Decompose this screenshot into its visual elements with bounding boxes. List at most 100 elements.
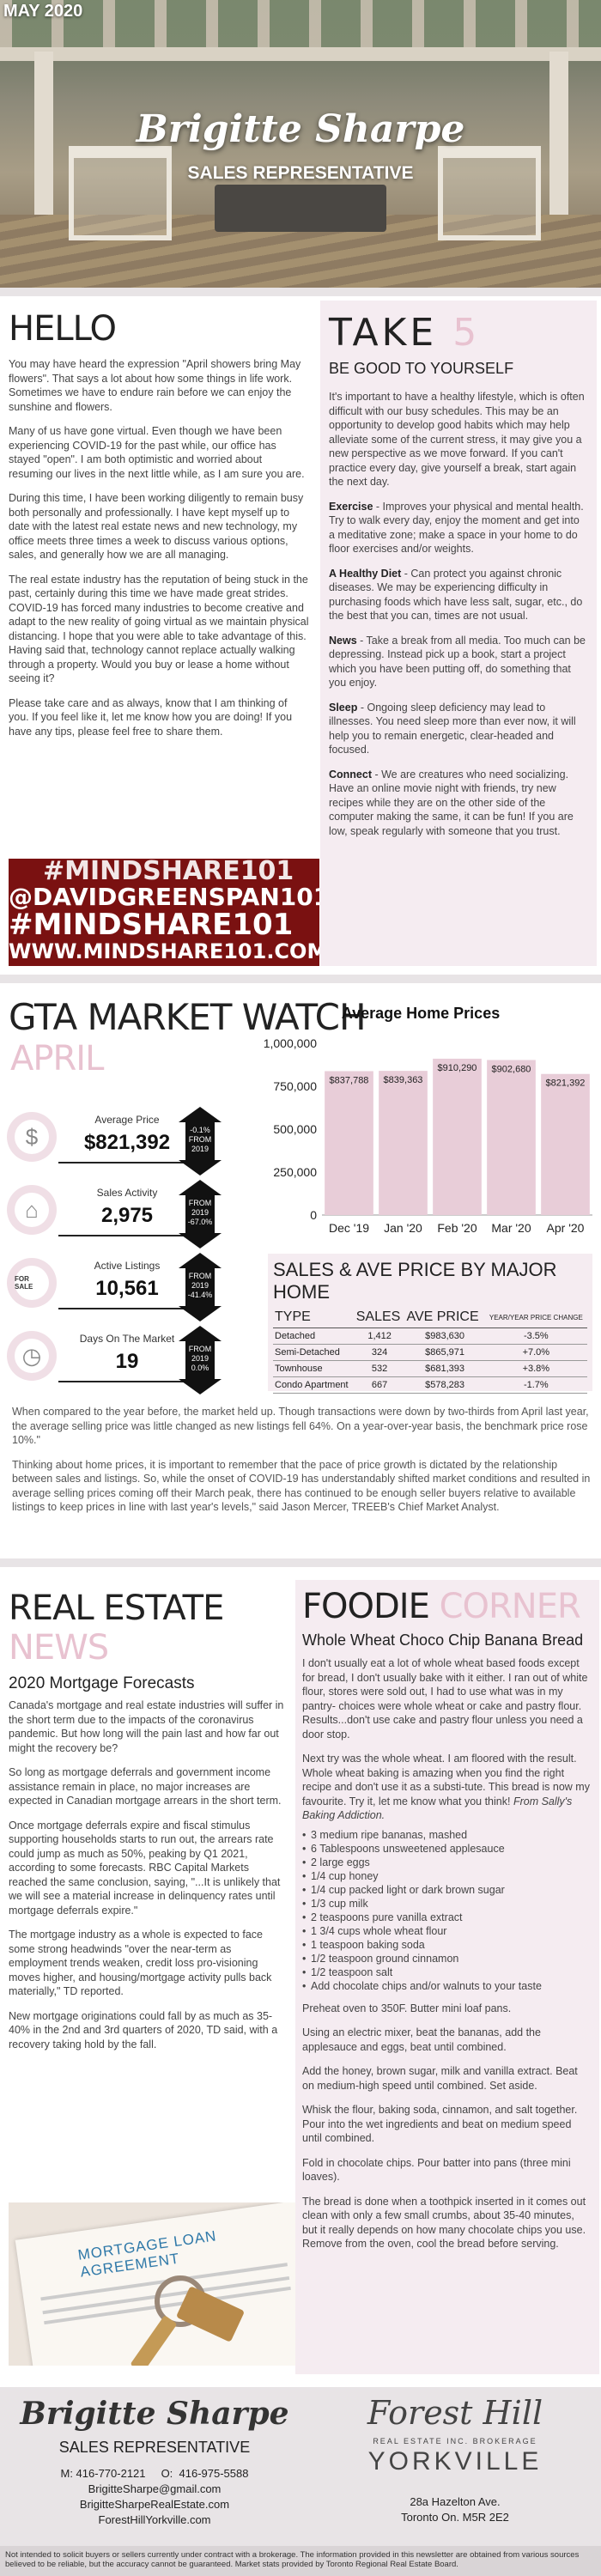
arrow-up-icon bbox=[179, 1253, 222, 1268]
pergola-beam bbox=[0, 47, 601, 61]
ingredient-item: 6 Tablespoons unsweetened applesauce bbox=[302, 1842, 591, 1856]
stat-underline bbox=[58, 1308, 187, 1309]
take5-item: A Healthy Diet - Can protect you against… bbox=[329, 567, 588, 623]
table-cell: -3.5% bbox=[484, 1327, 587, 1345]
ingredient-item: 1/3 cup milk bbox=[302, 1897, 591, 1911]
table-cell: $681,393 bbox=[404, 1360, 485, 1377]
stat-change-box: FROM 2019 0.0% bbox=[185, 1340, 215, 1381]
footer-website-link[interactable]: ForestHillYorkville.com bbox=[98, 2513, 211, 2526]
take5-item-head: Connect bbox=[329, 768, 372, 781]
hello-paragraph: The real estate industry has the reputat… bbox=[9, 573, 309, 685]
take5-item: Connect - We are creatures who need soci… bbox=[329, 768, 588, 839]
stat-change-arrow: FROM 2019 -41.4% bbox=[179, 1253, 222, 1321]
brokerage-address: 28a Hazelton Ave. Toronto On. M5R 2E2 bbox=[326, 2494, 584, 2525]
real-estate-news-section: REAL ESTATE NEWS 2020 Mortgage Forecasts… bbox=[9, 1589, 290, 2051]
table-cell: $578,283 bbox=[404, 1376, 485, 1394]
arrow-up-icon bbox=[179, 1180, 222, 1195]
stat-from: FROM bbox=[188, 1272, 212, 1280]
stat-change: 0.0% bbox=[191, 1364, 209, 1372]
ingredient-item: 2 teaspoons pure vanilla extract bbox=[302, 1911, 591, 1924]
table-cell: $983,630 bbox=[404, 1327, 485, 1345]
table-row: Detached 1,412 $983,630 -3.5% bbox=[273, 1327, 587, 1345]
take5-item: News - Take a break from all media. Too … bbox=[329, 634, 588, 690]
recipe-intro: I don't usually eat a lot of whole wheat… bbox=[302, 1657, 588, 1741]
table-header: TYPE bbox=[273, 1307, 355, 1328]
stat-value: 2,975 bbox=[100, 1204, 154, 1227]
take5-item: Sleep - Ongoing sleep deficiency may lea… bbox=[329, 701, 588, 757]
table-cell: 1,412 bbox=[354, 1327, 405, 1345]
table-cell: Detached bbox=[273, 1327, 355, 1345]
news-title-accent: NEWS bbox=[9, 1628, 109, 1668]
footer-contact: M: 416-770-2121 O: 416-975-5588 Brigitte… bbox=[0, 2466, 309, 2528]
table-cell: +7.0% bbox=[484, 1344, 587, 1361]
stat-year: 2019 bbox=[191, 1281, 209, 1290]
dollar-icon: $ bbox=[15, 1120, 49, 1154]
arrow-up-icon bbox=[179, 1326, 222, 1341]
x-tick-label: Feb '20 bbox=[437, 1221, 477, 1235]
x-tick-label: Mar '20 bbox=[491, 1221, 531, 1235]
stat-label: Active Listings bbox=[94, 1260, 161, 1272]
brokerage-logo: Forest Hill bbox=[367, 2394, 543, 2432]
ingredient-item: 3 medium ripe bananas, mashed bbox=[302, 1828, 591, 1842]
recipe-intro-text: Next try was the whole wheat. I am floor… bbox=[302, 1753, 590, 1807]
news-paragraph: So long as mortgage deferrals and govern… bbox=[9, 1766, 282, 1807]
take5-item-head: A Healthy Diet bbox=[329, 567, 402, 580]
sales-by-home-type-table: SALES & AVE PRICE BY MAJOR HOME TYPE SAL… bbox=[268, 1254, 592, 1394]
take5-section: TAKE 5 BE GOOD TO YOURSELF It's importan… bbox=[320, 301, 597, 966]
stat-icon-circle: ⌂ bbox=[7, 1185, 57, 1235]
stat-value: 19 bbox=[115, 1350, 139, 1373]
table-header: AVE PRICE bbox=[404, 1307, 485, 1328]
stat-change-arrow: FROM 2019 0.0% bbox=[179, 1326, 222, 1394]
stat-year: 2019 bbox=[191, 1354, 209, 1363]
stat-label: Days On The Market bbox=[79, 1333, 175, 1345]
table-header-row: TYPE SALES AVE PRICE YEAR/YEAR PRICE CHA… bbox=[273, 1307, 587, 1328]
address-line: 28a Hazelton Ave. bbox=[410, 2495, 501, 2508]
arrow-down-icon bbox=[179, 1306, 222, 1321]
take5-intro: It's important to have a healthy lifesty… bbox=[329, 391, 585, 488]
stat-underline bbox=[58, 1162, 187, 1163]
for-sale-sign-icon: FOR SALE bbox=[15, 1266, 49, 1300]
ingredient-item: 1/2 teaspoon ground cinnamon bbox=[302, 1952, 591, 1965]
table-cell: -1.7% bbox=[484, 1376, 587, 1394]
bar-value-label: $839,363 bbox=[384, 1075, 423, 1085]
bar bbox=[541, 1073, 590, 1215]
hello-paragraph: During this time, I have been working di… bbox=[9, 492, 304, 561]
take5-item-text: - Ongoing sleep deficiency may lead to i… bbox=[329, 701, 576, 756]
chair-graphic bbox=[438, 146, 541, 240]
take5-item-text: - Improves your physical and mental heal… bbox=[329, 500, 584, 556]
stat-change: -41.4% bbox=[187, 1291, 213, 1299]
ingredient-item: 1/4 cup packed light or dark brown sugar bbox=[302, 1883, 591, 1897]
hello-paragraph: You may have heard the expression "April… bbox=[9, 358, 301, 413]
divider bbox=[0, 288, 601, 296]
foodie-title-accent: CORNER bbox=[439, 1587, 581, 1626]
x-tick-label: Dec '19 bbox=[329, 1221, 369, 1235]
news-paragraph: New mortgage originations could fall by … bbox=[9, 2009, 278, 2050]
market-commentary: When compared to the year before, the ma… bbox=[12, 1405, 596, 1515]
hello-title: HELLO bbox=[9, 309, 117, 349]
brokerage-logo-subtitle: REAL ESTATE INC. BROKERAGE bbox=[373, 2437, 537, 2445]
hero-photo: MAY 2020 Brigitte Sharpe SALES REPRESENT… bbox=[0, 0, 601, 288]
table-header: SALES bbox=[354, 1307, 405, 1328]
stat-underline bbox=[58, 1381, 187, 1382]
commentary-paragraph: Thinking about home prices, it is import… bbox=[12, 1458, 591, 1514]
footer-email[interactable]: BrigitteSharpe@gmail.com bbox=[88, 2482, 222, 2495]
mindshare-banner: #MINDSHARE101 @DAVIDGREENSPAN101 #MINDSH… bbox=[9, 859, 319, 966]
ingredient-item: 1/4 cup honey bbox=[302, 1869, 591, 1883]
take5-item: Exercise - Improves your physical and me… bbox=[329, 500, 588, 556]
gta-month: APRIL bbox=[10, 1039, 104, 1078]
arrow-down-icon bbox=[179, 1379, 222, 1394]
banner-line: @DAVIDGREENSPAN101 bbox=[9, 883, 319, 911]
agent-role: SALES REPRESENTATIVE bbox=[187, 163, 414, 183]
stat-year: 2019 bbox=[191, 1145, 209, 1153]
table-title: SALES & AVE PRICE BY MAJOR HOME bbox=[273, 1259, 557, 1303]
pergola-post bbox=[34, 52, 53, 223]
footer-website-link[interactable]: BrigitteSharpeRealEstate.com bbox=[79, 2498, 230, 2511]
take5-item-head: Exercise bbox=[329, 500, 373, 513]
bar-value-label: $837,788 bbox=[330, 1075, 369, 1085]
foodie-title: FOODIE CORNER bbox=[302, 1587, 591, 1626]
ingredient-item: 1/2 teaspoon salt bbox=[302, 1965, 591, 1979]
divider bbox=[0, 1558, 601, 1567]
news-subtitle: 2020 Mortgage Forecasts bbox=[9, 1674, 195, 1692]
recipe-steps: Preheat oven to 350F. Butter mini loaf p… bbox=[302, 2002, 591, 2251]
chair-graphic bbox=[69, 146, 172, 240]
